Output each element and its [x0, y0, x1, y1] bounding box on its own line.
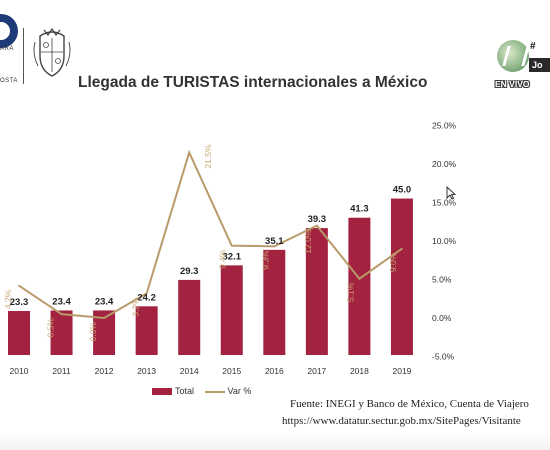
- bar-value-label: 45.0: [393, 185, 412, 196]
- bar-2014: [178, 279, 201, 355]
- var-point: [60, 313, 63, 315]
- var-value-label: 5.1%: [345, 282, 355, 302]
- bar-value-label: 24.2: [137, 292, 156, 303]
- y2-tick-label: 5.0%: [432, 275, 452, 285]
- mouse-cursor-icon: [446, 186, 456, 200]
- bar-2016: [263, 249, 286, 355]
- bar-value-label: 23.3: [10, 297, 29, 308]
- bar-value-label: 39.3: [308, 214, 327, 225]
- page-title: Llegada de TURISTAS internacionales a Mé…: [78, 74, 428, 91]
- var-point: [230, 244, 233, 247]
- var-value-label: 9.4%: [218, 249, 228, 269]
- y2-tick-label: 25.0%: [432, 121, 457, 131]
- bar-value-label: 35.1: [265, 236, 284, 247]
- chart-legend: Total Var %: [152, 386, 251, 400]
- bar-2013: [135, 306, 158, 355]
- x-tick-label: 2016: [265, 366, 284, 376]
- x-tick-label: 2011: [52, 366, 71, 376]
- bottom-edge: [0, 432, 550, 450]
- x-tick-label: 2014: [180, 366, 199, 376]
- slide-header: ARA OSTA Llegada de TURISTAS internacion…: [0, 0, 550, 110]
- y2-tick-label: 0.0%: [432, 313, 452, 323]
- bar-2019: [390, 198, 413, 355]
- live-label: EN VIVO: [495, 79, 530, 89]
- var-line: [18, 149, 403, 320]
- bar-value-label: 29.3: [180, 266, 199, 277]
- var-value-label: 4.2%: [3, 289, 13, 309]
- var-point: [18, 284, 20, 287]
- x-tick-label: 2010: [10, 366, 29, 376]
- var-point: [316, 224, 318, 227]
- live-flag-text: #: [530, 40, 550, 54]
- y2-tick-label: 15.0%: [432, 198, 457, 208]
- legend-var-label: Var %: [227, 386, 252, 396]
- bar-value-label: 23.4: [95, 296, 114, 307]
- live-video-thumbnail[interactable]: # Jo EN VIVO: [492, 36, 550, 96]
- channel-avatar: [497, 40, 529, 72]
- var-value-label: 12.0%: [303, 229, 313, 254]
- source-note: Fuente: INEGI y Banco de México, Cuenta …: [290, 398, 529, 410]
- university-logo-icon: [0, 14, 18, 48]
- y2-tick-label: 20.0%: [432, 159, 457, 169]
- bar-2011: [50, 310, 73, 355]
- bar-value-label: 41.3: [350, 204, 369, 215]
- bar-value-label: 32.1: [223, 251, 242, 262]
- var-value-label: 9.3%: [260, 250, 270, 270]
- legend-var-swatch: [204, 390, 225, 393]
- legend-total-swatch: [152, 388, 172, 396]
- crest-icon: [33, 27, 71, 77]
- x-tick-label: 2012: [95, 366, 114, 376]
- y2-tick-label: 10.0%: [432, 236, 457, 246]
- live-presenter-name: Jo: [529, 58, 550, 72]
- bar-2010: [8, 310, 30, 355]
- logo-text-top: ARA: [0, 46, 14, 52]
- var-value-label: 9.0%: [388, 252, 398, 272]
- x-tick-label: 2017: [307, 366, 326, 376]
- bar-2017: [305, 228, 328, 355]
- var-point: [188, 151, 190, 154]
- logo-text-bottom: OSTA: [0, 78, 18, 84]
- bar-2018: [348, 217, 371, 355]
- x-tick-label: 2015: [222, 366, 241, 376]
- logo-divider: [23, 28, 24, 84]
- var-point: [401, 247, 403, 250]
- y2-tick-label: -5.0%: [432, 352, 455, 362]
- var-value-label: 21.5%: [203, 144, 213, 169]
- var-point: [103, 317, 105, 319]
- x-tick-label: 2019: [392, 366, 411, 376]
- legend-total-label: Total: [175, 386, 195, 396]
- var-value-label: 0.0%: [88, 322, 98, 342]
- bar-value-label: 23.4: [52, 296, 71, 307]
- var-point: [273, 245, 276, 248]
- x-tick-label: 2018: [350, 366, 369, 376]
- var-value-label: 3.2%: [131, 297, 141, 317]
- source-url: https://www.datatur.sectur.gob.mx/SitePa…: [282, 415, 521, 427]
- var-point: [358, 277, 361, 280]
- var-point: [145, 292, 148, 295]
- bar-2012: [93, 310, 116, 355]
- bar-2015: [220, 265, 243, 355]
- var-value-label: 0.5%: [46, 318, 56, 338]
- x-tick-label: 2013: [137, 366, 156, 376]
